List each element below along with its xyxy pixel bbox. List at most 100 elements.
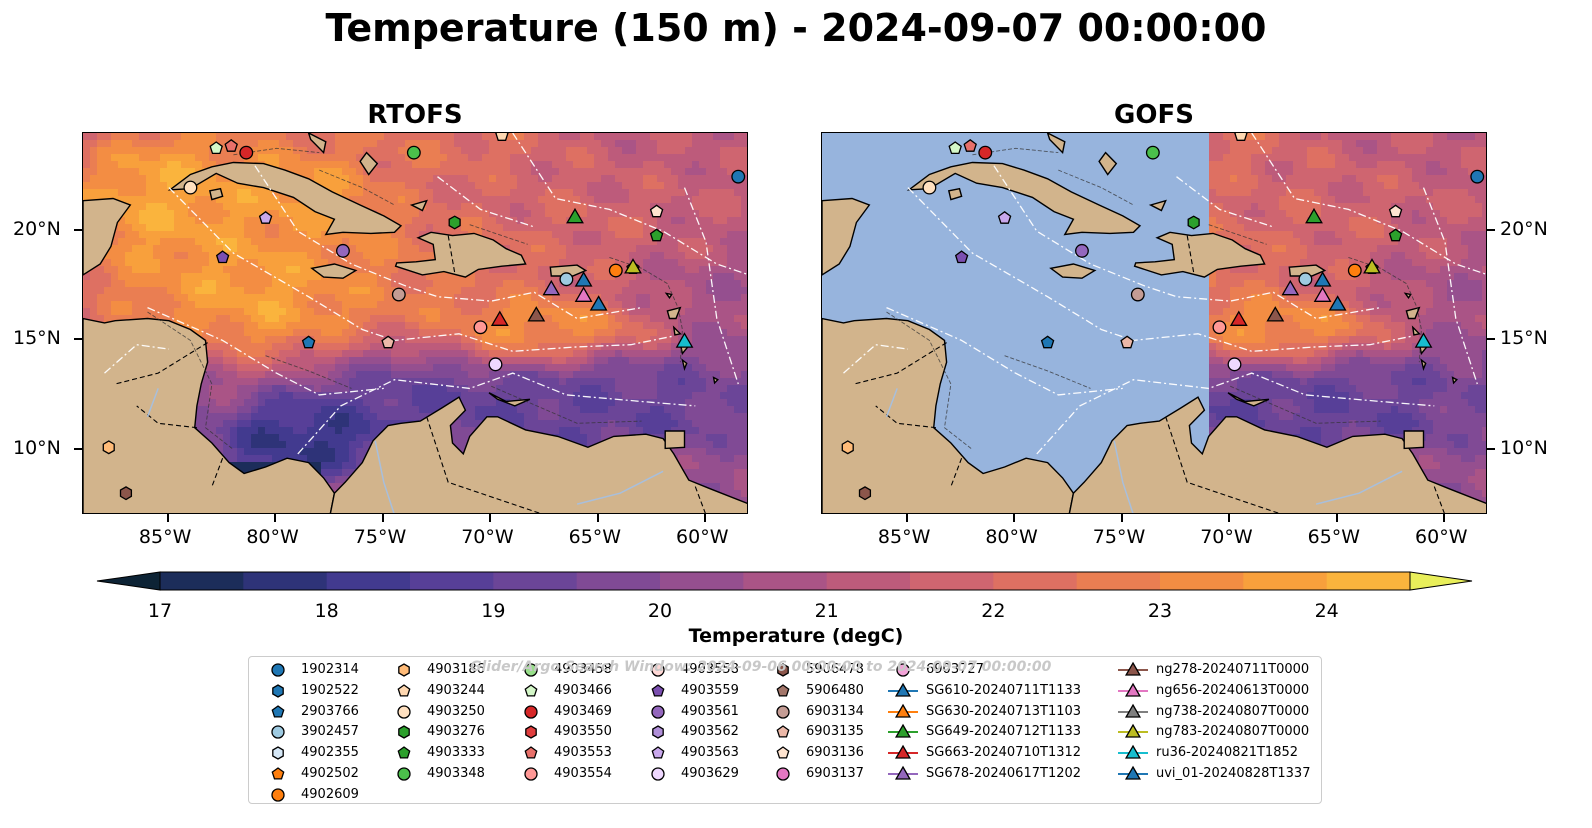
marker-SG663-20240710T1312[interactable] <box>1229 310 1248 326</box>
marker-ng656-20240613T0000[interactable] <box>1313 286 1332 302</box>
marker-4903348[interactable] <box>406 145 421 160</box>
map-panel-rtofs[interactable] <box>82 132 748 514</box>
marker-2903766[interactable] <box>1040 335 1055 349</box>
marker-SG610-20240711T1133[interactable] <box>589 295 608 311</box>
legend-swatch <box>1118 765 1148 780</box>
lon-tick-mark <box>1443 514 1446 522</box>
marker-4903186[interactable] <box>102 440 115 455</box>
marker-ng656-20240613T0000[interactable] <box>574 286 593 302</box>
search-window-watermark: Glider/Argo Search Window: 2024-09-06 00… <box>470 659 1052 675</box>
marker-3902457[interactable] <box>1298 272 1313 287</box>
marker-4903348[interactable] <box>1145 145 1160 160</box>
lon-tick-label: 85°W <box>877 526 931 548</box>
lat-tick-mark <box>1487 447 1495 450</box>
marker-4903250[interactable] <box>922 180 937 195</box>
marker-SG649-20240712T1133[interactable] <box>566 207 584 224</box>
legend-swatch <box>1118 661 1148 676</box>
map-panel-gofs[interactable] <box>821 132 1487 514</box>
marker-ru36-20240821T1852[interactable] <box>675 332 694 348</box>
depth-contours <box>147 147 683 450</box>
marker-2903766[interactable] <box>301 335 316 349</box>
marker-ng783-20240807T0000[interactable] <box>624 258 642 274</box>
land-cuba <box>906 161 1142 236</box>
marker-4903561[interactable] <box>1075 243 1089 258</box>
marker-3902457[interactable] <box>559 272 574 287</box>
marker-4903276[interactable] <box>1187 215 1200 230</box>
map-canvas-rtofs <box>83 133 747 513</box>
marker-4903629[interactable] <box>488 357 503 372</box>
marker-5906478[interactable] <box>858 486 872 501</box>
marker-SG678-20240617T1202[interactable] <box>542 279 561 296</box>
marker-ng278-20240711T0000[interactable] <box>1266 306 1285 322</box>
land-lesser-antilles-b <box>666 306 682 320</box>
legend-label: 4903550 <box>554 724 612 740</box>
marker-4903466[interactable] <box>209 141 223 155</box>
marker-ru36-20240821T1852[interactable] <box>1414 332 1433 348</box>
marker-6903134[interactable] <box>1130 287 1145 302</box>
legend-swatch <box>524 663 538 677</box>
marker-SG678-20240617T1202[interactable] <box>1281 279 1300 296</box>
marker-4903333[interactable] <box>1388 228 1403 242</box>
land-trinidad <box>1403 430 1425 450</box>
marker-4903563[interactable] <box>258 210 273 224</box>
marker-4903244[interactable] <box>1234 133 1248 141</box>
legend-label: ru36-20240821T1852 <box>1156 745 1299 761</box>
marker-4903559[interactable] <box>215 250 230 264</box>
marker-4903563[interactable] <box>997 210 1012 224</box>
marker-4902609[interactable] <box>1347 263 1362 278</box>
legend-swatch <box>1118 703 1148 718</box>
observation-markers <box>102 133 746 501</box>
legend-swatch <box>397 746 411 759</box>
land-cuba <box>167 161 403 236</box>
marker-4902609[interactable] <box>608 263 623 278</box>
marker-6903135[interactable] <box>1120 335 1134 349</box>
marker-4903469[interactable] <box>978 145 993 160</box>
marker-1902314[interactable] <box>1470 169 1485 184</box>
marker-4903553[interactable] <box>963 138 977 152</box>
lon-tick-label: 80°W <box>985 526 1038 548</box>
marker-6903134[interactable] <box>391 287 406 302</box>
land-lesser-antilles-b <box>1405 306 1421 320</box>
marker-4903559[interactable] <box>954 250 969 264</box>
land-isla-juventud <box>947 187 963 201</box>
marker-4903276[interactable] <box>448 215 461 230</box>
land-lesser-antilles-e <box>1420 358 1427 371</box>
marker-4903186[interactable] <box>841 440 854 455</box>
legend-swatch <box>888 703 918 718</box>
marker-4903629[interactable] <box>1227 357 1242 372</box>
legend-label: 4903563 <box>681 745 739 761</box>
panel-title-rtofs: RTOFS <box>367 100 463 130</box>
land-isla-juventud <box>208 187 224 201</box>
legend-label: 1902522 <box>301 682 359 698</box>
land-lesser-antilles-f <box>712 376 719 385</box>
legend-label: 4903186 <box>427 662 485 677</box>
marker-4903250[interactable] <box>183 180 198 195</box>
land-jamaica <box>310 263 358 279</box>
legend-swatch <box>1118 724 1148 739</box>
marker-ng278-20240711T0000[interactable] <box>527 306 546 322</box>
marker-1902314[interactable] <box>731 169 746 184</box>
marker-5906478[interactable] <box>119 486 133 501</box>
marker-uvi_01-20240828T1337[interactable] <box>574 271 593 287</box>
legend-label: SG678-20240617T1202 <box>926 766 1082 781</box>
marker-4903553[interactable] <box>224 138 238 152</box>
marker-4903469[interactable] <box>239 145 254 160</box>
marker-6903136[interactable] <box>1388 204 1403 218</box>
marker-SG610-20240711T1133[interactable] <box>1328 295 1347 311</box>
marker-4903466[interactable] <box>948 141 962 155</box>
marker-SG649-20240712T1133[interactable] <box>1305 207 1323 224</box>
marker-uvi_01-20240828T1337[interactable] <box>1313 271 1332 287</box>
marker-SG663-20240710T1312[interactable] <box>490 310 509 326</box>
marker-4903554[interactable] <box>473 320 488 335</box>
marker-4903333[interactable] <box>649 228 664 242</box>
chart-title: Temperature (150 m) - 2024-09-07 00:00:0… <box>325 6 1267 50</box>
marker-6903135[interactable] <box>381 335 395 349</box>
marker-4903561[interactable] <box>336 243 350 258</box>
marker-6903136[interactable] <box>649 204 664 218</box>
marker-ng783-20240807T0000[interactable] <box>1363 258 1381 274</box>
legend-swatch <box>1118 744 1148 759</box>
legend-label: SG610-20240711T1133 <box>926 682 1082 698</box>
lon-tick-label: 70°W <box>461 526 514 548</box>
marker-4903554[interactable] <box>1212 320 1227 335</box>
marker-4903244[interactable] <box>495 133 509 141</box>
